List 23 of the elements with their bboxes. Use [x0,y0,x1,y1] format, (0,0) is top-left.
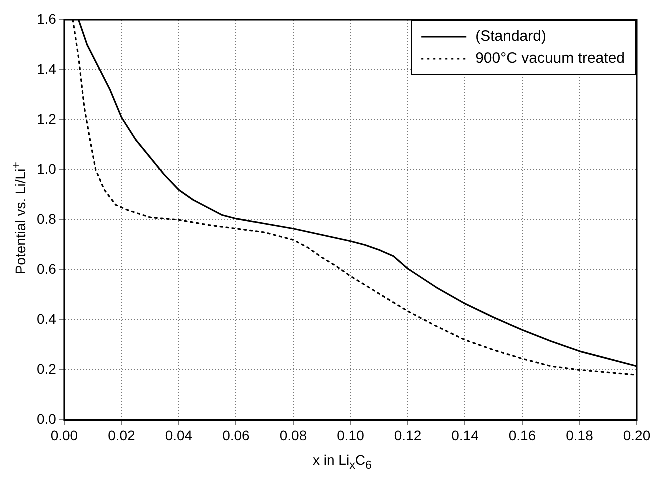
x-tick-label: 0.14 [452,427,480,444]
legend-label: (Standard) [476,28,546,46]
legend-label: 900°C vacuum treated [476,50,626,68]
y-tick-label: 1.0 [36,160,57,177]
y-tick-label: 0.0 [36,411,57,428]
x-tick-label: 0.16 [508,427,536,444]
y-tick-label: 0.2 [36,361,57,378]
x-tick-label: 0.04 [165,427,193,444]
x-tick-label: 0.10 [337,427,365,444]
x-tick-label: 0.02 [108,427,136,444]
y-tick-label: 1.2 [36,110,57,127]
x-axis-title: x in Li$_{x}$C$_{6}$ [312,452,373,472]
x-tick-label: 0.20 [623,427,651,444]
y-tick-label: 1.4 [36,60,57,77]
x-tick-label: 0.08 [280,427,308,444]
x-tick-label: 0.12 [394,427,422,444]
y-tick-label: 1.6 [36,10,57,27]
x-tick-label: 0.18 [566,427,594,444]
y-tick-label: 0.4 [36,311,57,328]
y-tick-label: 0.8 [36,210,57,227]
x-tick-label: 0.00 [50,427,78,444]
y-tick-label: 0.6 [36,260,57,277]
x-tick-label: 0.06 [222,427,250,444]
